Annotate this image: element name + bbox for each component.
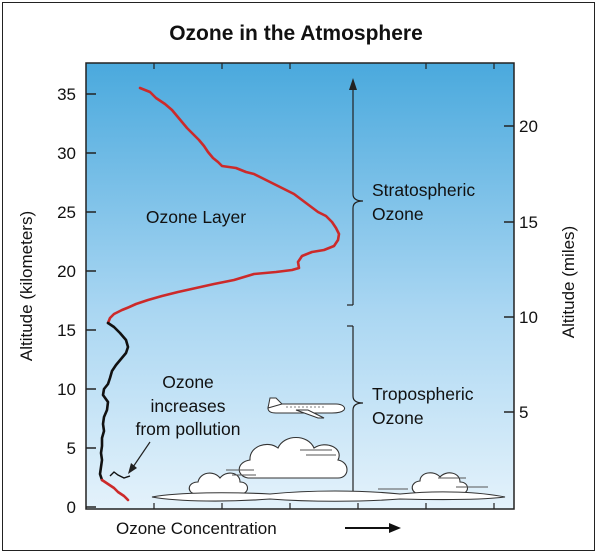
right-axis	[504, 125, 514, 413]
surface-ozone-curve	[100, 478, 130, 502]
left-tick-label: 5	[67, 439, 76, 458]
right-tick-label: 10	[519, 308, 538, 327]
left-axis-title: Altitude (kilometers)	[17, 211, 36, 361]
stratospheric-ozone-curve	[106, 86, 341, 325]
bottom-axis	[153, 63, 495, 509]
right-tick-label: 5	[519, 403, 528, 422]
right-tick-label: 20	[519, 117, 538, 136]
left-tick-label: 30	[57, 144, 76, 163]
troposphere-brace	[347, 325, 364, 492]
left-tick-label: 35	[57, 85, 76, 104]
stratospheric-label-line2: Ozone	[372, 204, 424, 224]
surface-ozone-bump	[109, 471, 131, 479]
pollution-pointer-head	[128, 463, 137, 474]
pollution-pointer	[130, 441, 151, 471]
stratosphere-brace	[347, 78, 364, 306]
left-tick-label: 10	[57, 380, 76, 399]
right-tick-label: 15	[519, 213, 538, 232]
bottom-axis-title: Ozone Concentration	[116, 519, 277, 538]
left-tick-label: 25	[57, 203, 76, 222]
airplane-icon	[267, 397, 345, 419]
tropospheric-ozone-curve	[98, 321, 130, 482]
pollution-label-line1: Ozone	[162, 372, 214, 392]
diagram-title: Ozone in the Atmosphere	[169, 22, 423, 45]
cloud-icon	[151, 436, 506, 502]
plot-area	[85, 62, 515, 510]
pollution-label-line2: increases	[151, 396, 226, 416]
tropospheric-label-line2: Ozone	[372, 408, 424, 428]
ozone-layer-label: Ozone Layer	[146, 207, 246, 227]
arrow-right-icon	[345, 523, 401, 533]
left-tick-label: 0	[67, 498, 76, 517]
cloud-streaks	[226, 449, 488, 490]
stratospheric-label-line1: Stratospheric	[372, 180, 475, 200]
left-axis	[86, 93, 96, 508]
right-axis-title: Altitude (miles)	[559, 226, 578, 338]
tropospheric-label-line1: Tropospheric	[372, 384, 474, 404]
left-tick-label: 15	[57, 321, 76, 340]
left-tick-label: 20	[57, 262, 76, 281]
pollution-label-line3: from pollution	[135, 419, 240, 439]
